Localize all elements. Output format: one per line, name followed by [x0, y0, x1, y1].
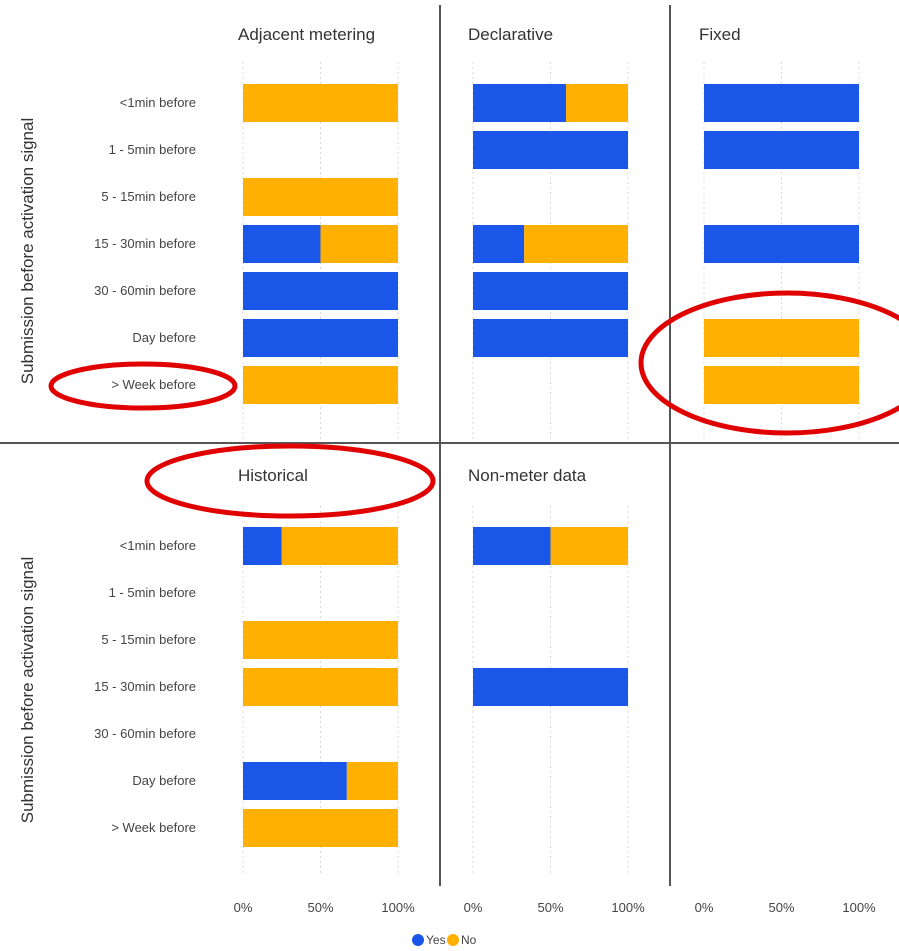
bar-yes	[243, 272, 398, 310]
bar-no	[704, 319, 859, 357]
bar-no	[243, 621, 398, 659]
labels: Adjacent metering Declarative Fixed Histori…	[18, 25, 876, 915]
category-label: 15 - 30min before	[94, 236, 196, 251]
bar-no	[524, 225, 628, 263]
legend: Yes No	[412, 933, 477, 947]
category-label: 15 - 30min before	[94, 679, 196, 694]
category-label: 1 - 5min before	[109, 585, 196, 600]
category-label: > Week before	[111, 820, 196, 835]
bar-yes	[243, 527, 282, 565]
bar-no	[550, 527, 628, 565]
bar-yes	[473, 225, 525, 263]
panel-title: Adjacent metering	[238, 25, 375, 44]
category-label: <1min before	[120, 95, 196, 110]
bar-yes	[473, 272, 628, 310]
category-label: 1 - 5min before	[109, 142, 196, 157]
bar-yes	[243, 762, 347, 800]
legend-label: No	[461, 933, 477, 947]
x-tick-label: 50%	[307, 900, 333, 915]
bar-no	[346, 762, 398, 800]
bar-no	[243, 84, 398, 122]
bar-no	[704, 366, 859, 404]
category-label: Day before	[132, 330, 196, 345]
legend-label: Yes	[426, 933, 446, 947]
category-label: > Week before	[111, 377, 196, 392]
panel-title: Declarative	[468, 25, 553, 44]
bar-yes	[243, 225, 321, 263]
bar-no	[281, 527, 398, 565]
x-tick-label: 0%	[464, 900, 483, 915]
category-label: <1min before	[120, 538, 196, 553]
bar-yes	[473, 668, 628, 706]
bar-yes	[473, 84, 566, 122]
highlight-ellipse	[638, 290, 899, 436]
bar-yes	[704, 131, 859, 169]
panel-title: Non-meter data	[468, 466, 587, 485]
highlight-ellipse	[144, 443, 436, 519]
category-label: 5 - 15min before	[101, 189, 196, 204]
bar-no	[566, 84, 628, 122]
panel-dividers	[0, 5, 899, 886]
bar-no	[243, 668, 398, 706]
x-tick-label: 100%	[842, 900, 876, 915]
x-tick-label: 50%	[768, 900, 794, 915]
bar-no	[320, 225, 398, 263]
x-tick-label: 0%	[695, 900, 714, 915]
category-label: Day before	[132, 773, 196, 788]
category-label: 30 - 60min before	[94, 726, 196, 741]
category-label: 30 - 60min before	[94, 283, 196, 298]
bar-no	[243, 809, 398, 847]
bar-yes	[243, 319, 398, 357]
bar-yes	[704, 84, 859, 122]
bar-yes	[473, 527, 551, 565]
panel-title: Historical	[238, 466, 308, 485]
annotations	[48, 290, 899, 519]
y-axis-title: Submission before activation signal	[18, 118, 37, 384]
legend-swatch	[447, 934, 459, 946]
bars	[243, 84, 859, 847]
x-tick-label: 0%	[234, 900, 253, 915]
bar-no	[243, 366, 398, 404]
x-tick-label: 100%	[381, 900, 415, 915]
bar-yes	[473, 131, 628, 169]
bar-no	[243, 178, 398, 216]
x-tick-label: 50%	[537, 900, 563, 915]
x-tick-label: 100%	[611, 900, 645, 915]
bar-yes	[704, 225, 859, 263]
y-axis-title: Submission before activation signal	[18, 557, 37, 823]
panel-title: Fixed	[699, 25, 741, 44]
legend-swatch	[412, 934, 424, 946]
highlight-ellipse	[48, 361, 238, 411]
category-label: 5 - 15min before	[101, 632, 196, 647]
bar-yes	[473, 319, 628, 357]
